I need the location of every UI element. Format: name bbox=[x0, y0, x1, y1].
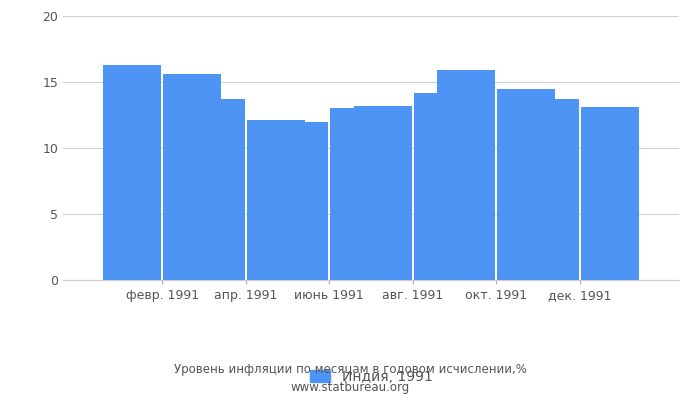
Legend: Индия, 1991: Индия, 1991 bbox=[309, 370, 433, 384]
Bar bbox=[498, 88, 555, 280]
Bar bbox=[354, 106, 412, 280]
Bar bbox=[104, 65, 161, 280]
Bar bbox=[581, 107, 638, 280]
Bar bbox=[438, 70, 495, 280]
Bar bbox=[163, 74, 221, 280]
Bar bbox=[247, 120, 304, 280]
Text: Уровень инфляции по месяцам в годовом исчислении,%: Уровень инфляции по месяцам в годовом ис… bbox=[174, 364, 526, 376]
Bar bbox=[187, 99, 244, 280]
Bar bbox=[414, 92, 472, 280]
Bar bbox=[270, 122, 328, 280]
Bar bbox=[330, 108, 388, 280]
Bar bbox=[521, 99, 579, 280]
Text: www.statbureau.org: www.statbureau.org bbox=[290, 382, 410, 394]
